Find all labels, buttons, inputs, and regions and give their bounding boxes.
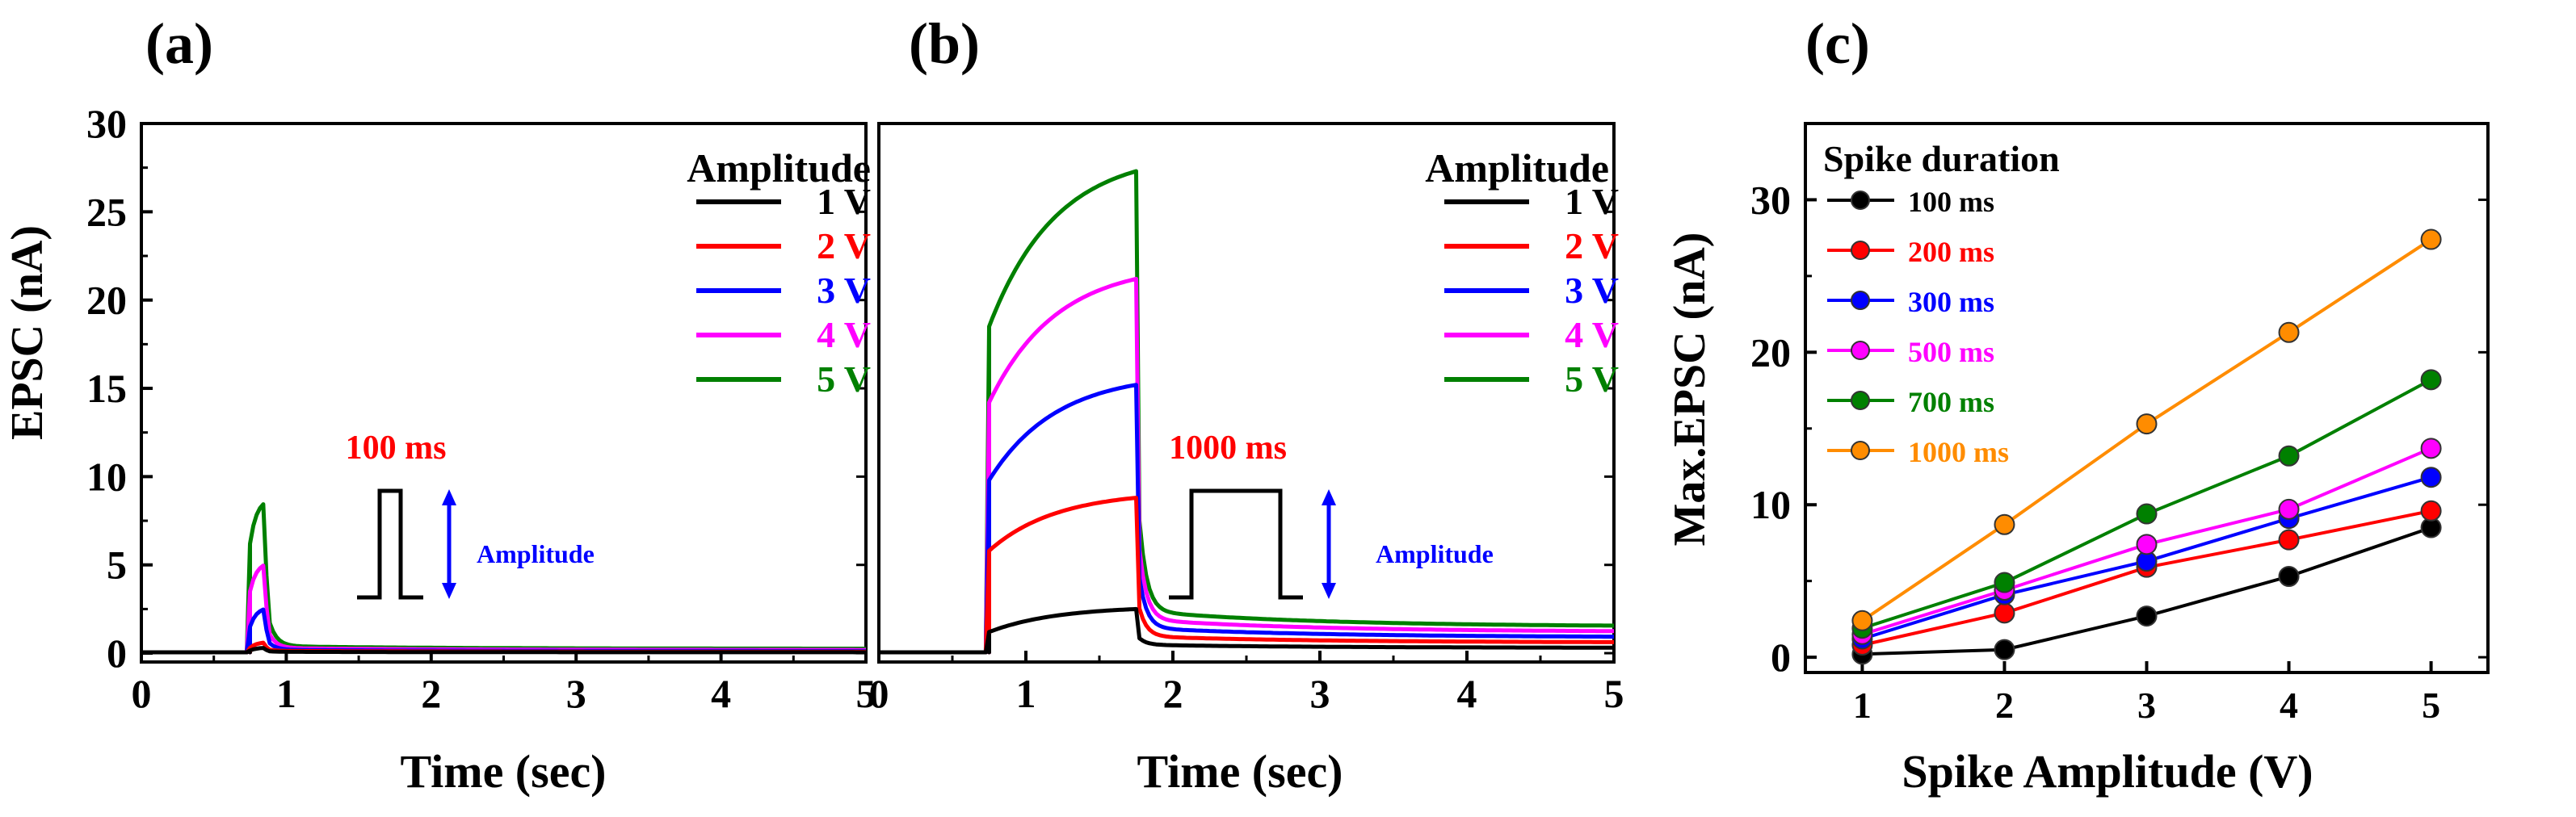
a-y-tick-label: 10 [86, 454, 127, 499]
b-pulse-amplitude-label: Amplitude [1376, 539, 1494, 568]
a-pulse-amplitude-label: Amplitude [477, 539, 595, 568]
a-x-tick-label: 1 [276, 671, 296, 716]
a-x-tick-label: 3 [566, 671, 586, 716]
a-legend-title: Amplitude [687, 145, 871, 191]
b-x-tick-label: 0 [869, 671, 889, 716]
a-y-tick-label: 0 [107, 631, 127, 676]
b-x-tick-label: 4 [1457, 671, 1477, 716]
c-point-100ms [1994, 639, 2015, 660]
c-point-500ms [2136, 534, 2158, 555]
b-x-tick-label: 1 [1016, 671, 1036, 716]
c-point-200ms [2278, 529, 2300, 551]
c-y-tick-label: 10 [1750, 482, 1791, 527]
b-trace-3v [879, 383, 1614, 655]
b-legend-label-1: 1 V [1565, 181, 1619, 222]
c-legend-title: Spike duration [1823, 138, 2060, 179]
c-point-700ms [1994, 572, 2015, 593]
a-legend-label-1: 1 V [817, 181, 871, 222]
b-x-tick-label: 3 [1310, 671, 1330, 716]
c-point-300ms [2420, 467, 2442, 488]
b-legend-title: Amplitude [1425, 145, 1609, 191]
a-legend-label-5: 5 V [817, 358, 871, 400]
a-y-tick-label: 20 [86, 278, 127, 323]
a-x-axis-title: Time (sec) [401, 745, 607, 798]
c-x-tick-label: 3 [2137, 685, 2156, 726]
b-trace-4v [879, 276, 1614, 655]
c-y-axis-title: Max.EPSC (nA) [1665, 233, 1715, 547]
b-x-tick-label: 5 [1604, 671, 1624, 716]
b-pulse-duration-label: 1000 ms [1169, 429, 1287, 467]
b-x-tick-label: 2 [1163, 671, 1183, 716]
a-pulse-duration-label: 100 ms [346, 429, 447, 467]
c-point-1000ms [2420, 228, 2442, 250]
c-x-tick-label: 5 [2422, 685, 2440, 726]
b-legend-label-5: 5 V [1565, 358, 1619, 400]
c-point-1000ms [2278, 321, 2300, 343]
a-amplitude-arrow-down [442, 583, 456, 599]
c-point-700ms [2420, 369, 2442, 391]
c-legend-marker-2 [1851, 241, 1870, 260]
c-point-100ms [2136, 605, 2158, 627]
a-y-tick-label: 15 [86, 366, 127, 411]
b-trace-2v [879, 496, 1614, 655]
a-y-tick-label: 25 [86, 189, 127, 234]
c-legend-label-1: 100 ms [1908, 186, 1994, 218]
c-legend-label-5: 700 ms [1908, 386, 1994, 418]
c-legend-marker-4 [1851, 341, 1870, 360]
c-point-100ms [2278, 566, 2300, 587]
c-y-tick-label: 0 [1771, 635, 1791, 680]
c-point-700ms [2136, 503, 2158, 525]
a-amplitude-arrow-up [442, 489, 456, 505]
b-legend-label-4: 4 V [1565, 314, 1619, 355]
c-legend-label-6: 1000 ms [1908, 436, 2009, 468]
c-point-200ms [1994, 602, 2015, 624]
a-x-tick-label: 2 [421, 671, 441, 716]
c-point-500ms [2420, 438, 2442, 459]
a-y-tick-label: 30 [86, 101, 127, 146]
c-point-1000ms [1994, 513, 2015, 535]
c-legend-label-3: 300 ms [1908, 286, 1994, 318]
c-legend-label-2: 200 ms [1908, 236, 1994, 268]
panel-label-a: (a) [145, 11, 213, 76]
c-x-axis-title: Spike Amplitude (V) [1902, 745, 2313, 798]
c-point-700ms [2278, 445, 2300, 467]
b-x-axis-title: Time (sec) [1137, 745, 1343, 798]
a-x-tick-label: 0 [132, 671, 152, 716]
c-y-tick-label: 30 [1750, 177, 1791, 222]
b-amplitude-arrow-down [1322, 583, 1336, 599]
b-legend-label-2: 2 V [1565, 225, 1619, 266]
panel-label-b: (b) [909, 11, 980, 76]
a-legend-label-3: 3 V [817, 270, 871, 311]
a-y-tick-label: 5 [107, 543, 127, 588]
a-pulse-shape [357, 488, 423, 600]
b-trace-1v [879, 606, 1614, 655]
a-y-axis-title: EPSC (nA) [2, 225, 53, 440]
c-point-500ms [2278, 498, 2300, 520]
c-x-tick-label: 1 [1853, 685, 1872, 726]
c-y-tick-label: 20 [1750, 329, 1791, 375]
c-point-200ms [2420, 500, 2442, 522]
c-legend-marker-1 [1851, 191, 1870, 210]
a-trace-1v [141, 646, 866, 655]
c-legend-marker-6 [1851, 441, 1870, 460]
a-x-tick-label: 5 [856, 671, 876, 716]
a-x-tick-label: 4 [711, 671, 731, 716]
c-x-tick-label: 2 [1995, 685, 2014, 726]
b-trace-5v [879, 169, 1615, 655]
c-legend-marker-5 [1851, 391, 1870, 410]
a-legend-label-2: 2 V [817, 225, 871, 266]
c-point-1000ms [2136, 413, 2158, 435]
c-legend-label-4: 500 ms [1908, 336, 1994, 368]
b-legend-label-3: 3 V [1565, 270, 1619, 311]
c-legend-marker-3 [1851, 291, 1870, 310]
panel-label-c: (c) [1805, 11, 1870, 76]
c-x-tick-label: 4 [2280, 685, 2298, 726]
c-point-1000ms [1851, 610, 1873, 631]
b-pulse-shape [1169, 488, 1303, 600]
a-legend-label-4: 4 V [817, 314, 871, 355]
b-amplitude-arrow-up [1322, 489, 1336, 505]
